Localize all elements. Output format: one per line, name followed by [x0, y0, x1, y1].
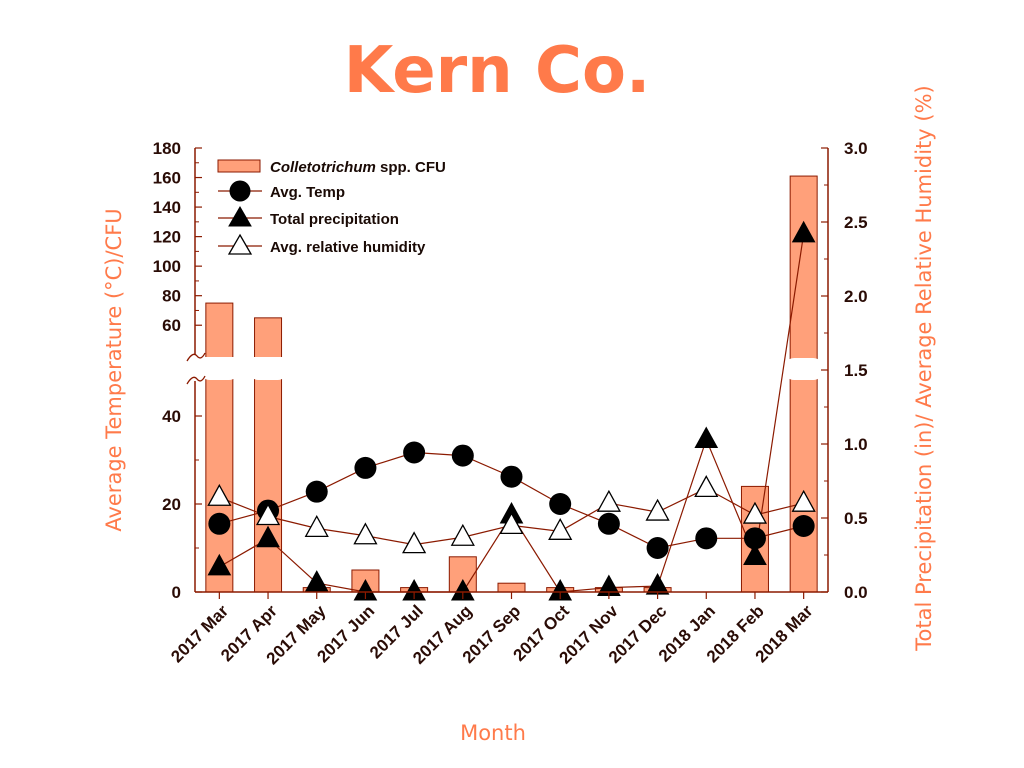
bar-break-mark — [199, 358, 239, 380]
legend-label-cfu-italic: Colletotrichum — [270, 159, 376, 176]
point-precip — [694, 426, 719, 449]
point-precip — [743, 543, 767, 565]
right-tick-label: 1.5 — [844, 361, 868, 380]
left-tick-label: 80 — [162, 287, 181, 306]
point-humidity — [450, 523, 475, 546]
point-humidity — [402, 531, 427, 554]
point-humidity — [596, 489, 621, 512]
point-humidity — [742, 501, 768, 524]
point-temp — [695, 527, 718, 550]
left-tick-label: 60 — [162, 316, 181, 335]
point-humidity — [499, 512, 524, 535]
legend-marker-temp — [229, 180, 251, 202]
point-temp — [597, 512, 620, 535]
point-precip — [304, 570, 329, 592]
point-temp — [451, 444, 474, 467]
legend-marker-humidity — [227, 233, 253, 255]
point-temp — [792, 515, 815, 537]
bar-cfu — [497, 582, 526, 593]
legend-label-temp: Avg. Temp — [270, 184, 345, 201]
point-temp — [549, 493, 572, 515]
point-humidity — [548, 517, 573, 540]
point-temp — [208, 512, 231, 535]
left-tick-label: 160 — [153, 169, 181, 188]
bar-break-mark — [784, 358, 824, 380]
legend: Colletotrichum spp. CFU Avg. Temp Total … — [217, 159, 446, 256]
legend-swatch-bar — [217, 159, 261, 173]
left-tick-label: 180 — [153, 139, 181, 158]
point-precip — [791, 220, 816, 243]
point-temp — [646, 537, 669, 559]
axis-break-symbol-bottom — [186, 375, 206, 385]
markers-layer — [207, 220, 816, 601]
point-precip — [256, 525, 280, 548]
right-tick-label: 2.0 — [844, 287, 868, 306]
point-precip — [207, 553, 232, 576]
point-humidity — [791, 489, 816, 512]
point-precip — [548, 578, 573, 601]
left-tick-label: 20 — [162, 495, 181, 514]
chart-title: Kern Co. — [344, 34, 651, 108]
point-temp — [354, 456, 377, 479]
point-precip — [645, 573, 670, 595]
legend-marker-precip — [228, 206, 252, 227]
legend-label-precip: Total precipitation — [270, 211, 399, 228]
legend-label-humidity: Avg. relative humidity — [270, 239, 426, 256]
axis-break-symbol-top — [186, 352, 206, 362]
point-humidity — [353, 522, 378, 545]
left-tick-label: 140 — [153, 198, 181, 217]
y-axis-right-title: Total Precipitation (in)/ Average Relati… — [912, 85, 936, 651]
right-tick-label: 0.5 — [844, 509, 868, 528]
point-humidity — [645, 498, 670, 521]
left-tick-label: 100 — [153, 257, 181, 276]
left-tick-label: 40 — [162, 407, 181, 426]
point-precip — [450, 578, 475, 601]
x-axis-title: Month — [460, 721, 526, 745]
left-tick-label: 0 — [172, 583, 181, 602]
ticks-layer: 0 20 40 60 80 100 120 140 160 180 0.0 0.5 1.0 1.5 2.0 2… — [153, 139, 868, 602]
legend-label-cfu: Colletotrichum spp. CFU — [270, 159, 446, 176]
point-temp — [305, 480, 328, 503]
point-precip — [402, 578, 426, 601]
right-tick-label: 3.0 — [844, 139, 868, 158]
right-tick-label: 1.0 — [844, 435, 868, 454]
bar-break-mark — [248, 358, 288, 380]
point-humidity — [207, 483, 232, 506]
point-temp — [403, 441, 426, 464]
bar-cfu — [205, 302, 234, 593]
point-precip — [353, 578, 378, 601]
left-tick-label: 120 — [153, 228, 181, 247]
axis-break-band — [187, 357, 787, 379]
y-axis-left-title: Average Temperature (°C)/CFU — [102, 208, 126, 531]
point-temp — [743, 527, 766, 550]
right-tick-label: 2.5 — [844, 213, 868, 232]
legend-label-cfu-rest: spp. CFU — [376, 159, 446, 176]
point-humidity — [304, 515, 329, 538]
point-temp — [500, 465, 523, 488]
point-humidity — [255, 503, 281, 526]
right-tick-label: 0.0 — [844, 583, 868, 602]
point-humidity — [694, 475, 719, 498]
